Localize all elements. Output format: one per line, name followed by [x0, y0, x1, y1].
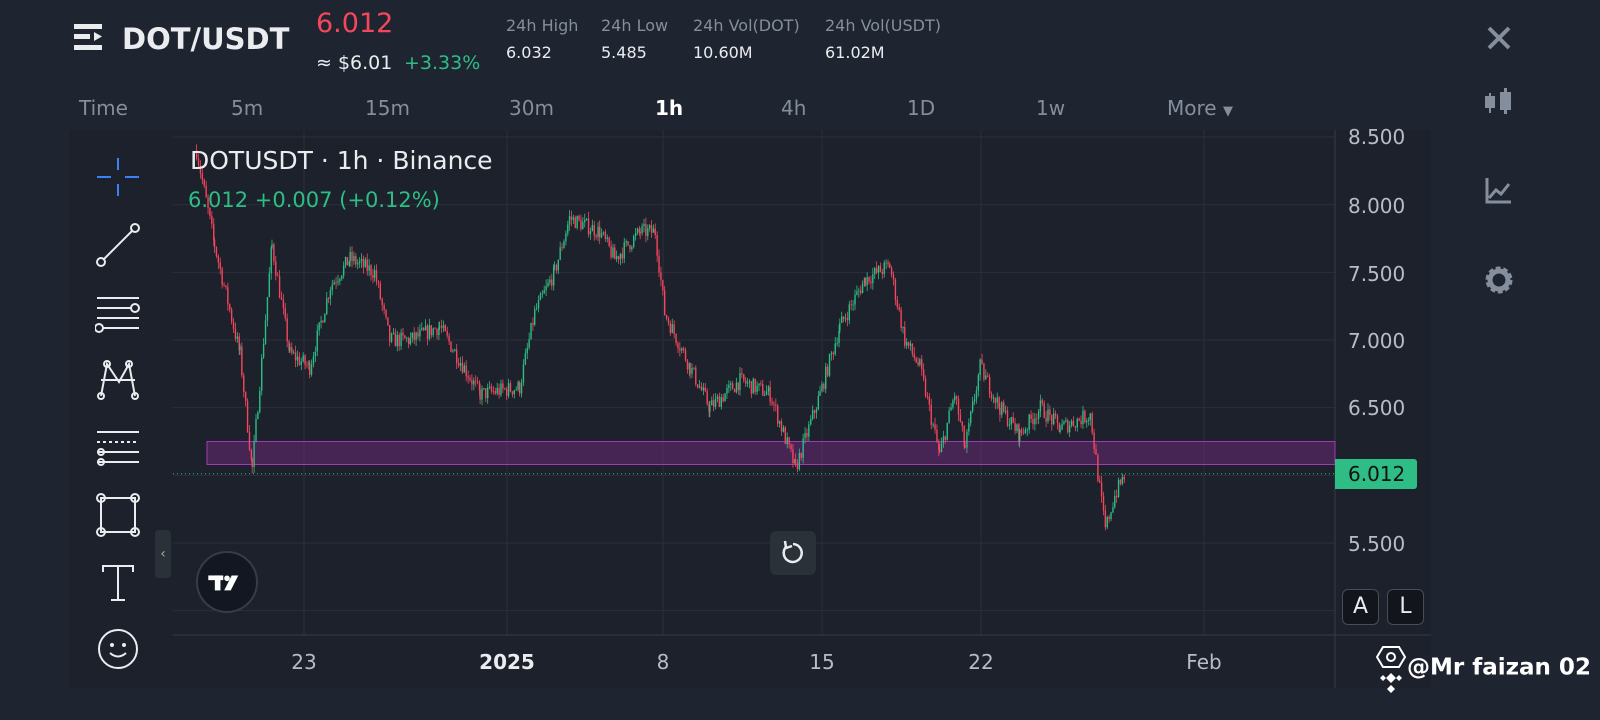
- settings-gear-icon[interactable]: [1481, 262, 1517, 298]
- chart-area[interactable]: [69, 130, 1431, 688]
- pattern-icon[interactable]: [95, 356, 141, 402]
- y-tick: 8.500: [1348, 125, 1406, 149]
- price-usd: ≈ $6.01: [316, 52, 393, 74]
- stat-24h-vol-dot: 24h Vol(DOT) 10.60M: [693, 16, 800, 62]
- pair-title[interactable]: DOT/USDT: [122, 22, 290, 56]
- collapse-toolbar-button[interactable]: ‹: [155, 530, 171, 578]
- x-tick: 8: [656, 650, 670, 674]
- chart-legend-title: DOTUSDT · 1h · Binance: [190, 146, 493, 175]
- binance-logo-icon: [1375, 646, 1407, 693]
- log-scale-button[interactable]: L: [1387, 589, 1424, 625]
- y-tick: 7.000: [1348, 329, 1406, 353]
- chart-legend-values: 6.012 +0.007 (+0.12%): [188, 188, 440, 212]
- x-tick: 2025: [479, 650, 535, 674]
- indicators-icon[interactable]: [1481, 172, 1517, 208]
- y-tick: 6.500: [1348, 396, 1406, 420]
- text-icon[interactable]: [95, 560, 141, 606]
- fib-retracement-icon[interactable]: [95, 424, 141, 470]
- close-icon[interactable]: [1481, 20, 1517, 56]
- crosshair-icon[interactable]: [95, 154, 141, 200]
- trend-line-icon[interactable]: [95, 222, 141, 268]
- menu-icon[interactable]: [74, 22, 108, 52]
- stat-24h-low: 24h Low 5.485: [601, 16, 669, 62]
- last-price: 6.012: [316, 8, 394, 39]
- tab-1d[interactable]: 1D: [907, 96, 936, 120]
- x-tick: Feb: [1186, 650, 1222, 674]
- tab-1h[interactable]: 1h: [655, 96, 684, 120]
- timeframe-bar: Time 5m 15m 30m 1h 4h 1D 1w More ▼: [0, 96, 1300, 126]
- tab-1w[interactable]: 1w: [1036, 96, 1066, 120]
- drawing-toolbar: [69, 130, 169, 688]
- caret-down-icon: ▼: [1222, 104, 1233, 119]
- stat-24h-vol-usdt: 24h Vol(USDT) 61.02M: [825, 16, 941, 62]
- candlestick-type-icon[interactable]: [1481, 84, 1517, 120]
- horizontal-lines-icon[interactable]: [95, 290, 141, 336]
- x-tick: 15: [809, 650, 835, 674]
- rectangle-icon[interactable]: [95, 492, 141, 538]
- emoji-icon[interactable]: [95, 626, 141, 672]
- y-tick: 5.500: [1348, 532, 1406, 556]
- change-percent: +3.33%: [404, 52, 481, 74]
- auto-scale-button[interactable]: A: [1342, 589, 1379, 625]
- tab-15m[interactable]: 15m: [365, 96, 410, 120]
- tab-4h[interactable]: 4h: [781, 96, 807, 120]
- tab-30m[interactable]: 30m: [509, 96, 554, 120]
- reset-chart-button[interactable]: [770, 531, 816, 575]
- x-tick: 22: [968, 650, 994, 674]
- y-tick: 7.500: [1348, 262, 1406, 286]
- tab-5m[interactable]: 5m: [231, 96, 264, 120]
- watermark: @Mr faizan 02: [1375, 643, 1591, 693]
- tradingview-logo-icon[interactable]: [196, 551, 258, 613]
- x-tick: 23: [291, 650, 317, 674]
- tab-time[interactable]: Time: [79, 96, 128, 120]
- y-tick: 8.000: [1348, 194, 1406, 218]
- tab-more[interactable]: More ▼: [1167, 96, 1233, 120]
- reset-icon: [782, 540, 803, 564]
- stat-24h-high: 24h High 6.032: [506, 16, 579, 62]
- last-price-tag: 6.012: [1335, 459, 1417, 489]
